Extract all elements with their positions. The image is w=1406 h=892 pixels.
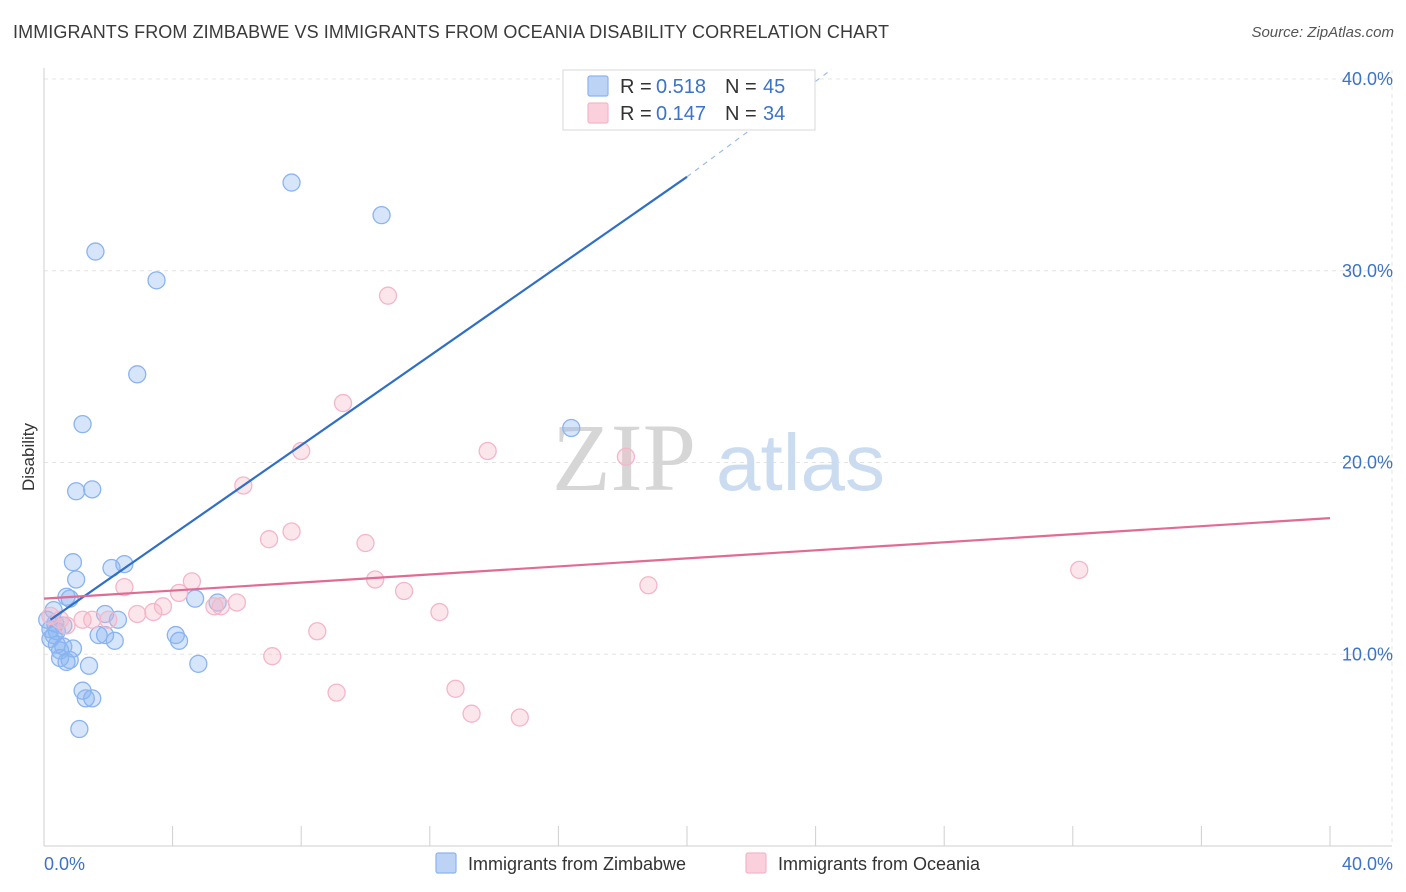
legend-n-value-oceania: 34 bbox=[763, 103, 785, 125]
point-zimbabwe-13 bbox=[60, 650, 79, 670]
point-oceania-8 bbox=[144, 602, 163, 622]
point-oceania-9 bbox=[153, 597, 173, 616]
point-oceania-16 bbox=[259, 530, 279, 549]
point-oceania-31 bbox=[510, 708, 529, 727]
point-oceania-13 bbox=[211, 597, 230, 616]
trendline-oceania bbox=[43, 517, 1331, 600]
point-oceania-23 bbox=[356, 533, 375, 553]
point-oceania-6 bbox=[115, 577, 134, 597]
point-oceania-32 bbox=[616, 447, 636, 466]
point-zimbabwe-16 bbox=[63, 553, 83, 572]
point-oceania-2 bbox=[57, 616, 76, 635]
trend-layer bbox=[43, 68, 1331, 621]
y-axis-label: Disability bbox=[19, 422, 38, 491]
correlation-legend: R = 0.518 N = 45 R = 0.147 N = 34 bbox=[562, 69, 816, 131]
legend-n-label-oceania: N = bbox=[725, 103, 757, 125]
point-zimbabwe-17 bbox=[67, 482, 86, 501]
bottom-legend-swatch-oceania bbox=[745, 852, 767, 874]
y-tick-label-2: 30.0% bbox=[1342, 261, 1393, 281]
point-zimbabwe-21 bbox=[73, 414, 92, 434]
bottom-legend-label-zimbabwe: Immigrants from Zimbabwe bbox=[468, 854, 686, 874]
point-zimbabwe-23 bbox=[79, 656, 99, 675]
point-zimbabwe-37 bbox=[169, 631, 189, 650]
legend-r-label-zimbabwe: R = bbox=[620, 76, 652, 98]
y-tick-label-0: 10.0% bbox=[1342, 644, 1393, 664]
point-oceania-20 bbox=[308, 622, 327, 641]
point-oceania-17 bbox=[263, 647, 282, 666]
trendline-zimbabwe bbox=[49, 175, 688, 621]
point-zimbabwe-42 bbox=[372, 205, 391, 225]
legend-n-value-zimbabwe: 45 bbox=[763, 76, 785, 98]
point-oceania-14 bbox=[227, 593, 247, 612]
point-oceania-21 bbox=[327, 683, 346, 702]
point-zimbabwe-14 bbox=[60, 589, 79, 608]
y-tick-label-3: 40.0% bbox=[1342, 69, 1393, 89]
legend-r-value-oceania: 0.147 bbox=[656, 103, 706, 125]
x-tick-label-max: 40.0% bbox=[1342, 854, 1393, 874]
point-oceania-34 bbox=[1070, 560, 1089, 580]
legend-swatch-oceania bbox=[587, 102, 609, 124]
point-oceania-27 bbox=[430, 602, 449, 622]
legend-swatch-zimbabwe bbox=[587, 75, 609, 97]
point-zimbabwe-32 bbox=[108, 610, 128, 629]
watermark: ZIP atlas bbox=[552, 404, 885, 511]
point-oceania-28 bbox=[446, 679, 465, 698]
point-oceania-25 bbox=[378, 286, 398, 305]
point-zimbabwe-36 bbox=[166, 625, 185, 645]
y-tick-label-1: 20.0% bbox=[1342, 453, 1393, 473]
point-zimbabwe-34 bbox=[128, 365, 147, 384]
point-zimbabwe-33 bbox=[115, 554, 134, 574]
point-oceania-24 bbox=[365, 570, 385, 589]
bottom-legend-swatch-zimbabwe bbox=[435, 852, 457, 874]
legend-r-value-zimbabwe: 0.518 bbox=[656, 76, 706, 98]
point-zimbabwe-29 bbox=[95, 625, 115, 645]
legend-r-label-oceania: R = bbox=[620, 103, 652, 125]
legend-n-label-zimbabwe: N = bbox=[725, 76, 757, 98]
point-oceania-11 bbox=[182, 572, 202, 591]
series-legend: Immigrants from Zimbabwe Immigrants from… bbox=[435, 852, 981, 874]
watermark-zip: ZIP bbox=[552, 404, 696, 511]
point-zimbabwe-27 bbox=[89, 625, 108, 645]
point-oceania-3 bbox=[73, 610, 92, 629]
point-zimbabwe-15 bbox=[63, 639, 83, 658]
point-oceania-22 bbox=[333, 393, 353, 413]
point-zimbabwe-39 bbox=[189, 654, 208, 673]
point-oceania-26 bbox=[394, 581, 414, 601]
point-zimbabwe-26 bbox=[86, 242, 105, 261]
point-zimbabwe-22 bbox=[76, 689, 95, 708]
point-oceania-7 bbox=[128, 604, 147, 624]
point-oceania-18 bbox=[282, 522, 301, 541]
grid-layer bbox=[44, 70, 1393, 846]
x-tick-label-min: 0.0% bbox=[44, 854, 85, 874]
point-oceania-5 bbox=[99, 610, 118, 629]
point-oceania-12 bbox=[205, 597, 224, 616]
point-zimbabwe-35 bbox=[147, 271, 166, 290]
point-zimbabwe-31 bbox=[105, 631, 124, 650]
point-oceania-29 bbox=[462, 704, 481, 723]
point-zimbabwe-18 bbox=[67, 570, 86, 589]
chart-title: IMMIGRANTS FROM ZIMBABWE VS IMMIGRANTS F… bbox=[13, 22, 890, 42]
point-zimbabwe-38 bbox=[185, 589, 205, 608]
point-zimbabwe-24 bbox=[83, 689, 102, 708]
point-zimbabwe-25 bbox=[83, 480, 102, 499]
points-layer bbox=[38, 173, 1089, 739]
point-oceania-30 bbox=[478, 441, 497, 461]
point-oceania-4 bbox=[83, 610, 102, 629]
bottom-legend-label-oceania: Immigrants from Oceania bbox=[778, 854, 981, 874]
point-zimbabwe-19 bbox=[70, 719, 89, 739]
point-oceania-33 bbox=[639, 576, 658, 595]
axis-layer: 10.0% 20.0% 30.0% 40.0% 0.0% 40.0% bbox=[43, 68, 1393, 874]
chart-source: Source: ZipAtlas.com bbox=[1251, 24, 1394, 41]
point-oceania-0 bbox=[41, 606, 60, 626]
point-zimbabwe-43 bbox=[562, 418, 581, 438]
point-zimbabwe-41 bbox=[282, 173, 301, 192]
watermark-atlas: atlas bbox=[716, 418, 885, 507]
point-oceania-10 bbox=[169, 583, 189, 603]
